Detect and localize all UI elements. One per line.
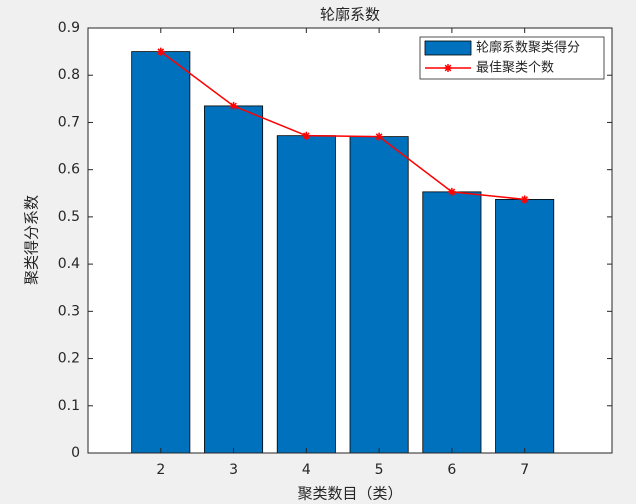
x-tick-label: 3 bbox=[229, 462, 238, 478]
y-tick-label: 0.9 bbox=[58, 20, 80, 36]
line-marker bbox=[302, 131, 311, 140]
marker-stroke bbox=[448, 188, 456, 196]
marker-stroke bbox=[521, 196, 528, 203]
marker-stroke bbox=[444, 64, 452, 72]
legend-label: 轮廓系数聚类得分 bbox=[476, 40, 580, 56]
y-tick-label: 0 bbox=[71, 445, 80, 461]
line-marker bbox=[447, 187, 456, 196]
y-tick-label: 0.6 bbox=[58, 162, 80, 178]
x-tick-label: 7 bbox=[520, 462, 529, 478]
bar bbox=[276, 135, 336, 454]
y-tick-label: 0.5 bbox=[58, 209, 80, 225]
marker-stroke bbox=[375, 133, 383, 140]
x-tick-label: 4 bbox=[302, 462, 311, 478]
chart-title: 轮廓系数 bbox=[320, 6, 380, 24]
marker-stroke bbox=[303, 132, 310, 139]
y-tick-label: 0.2 bbox=[58, 351, 80, 367]
y-tick-label: 0.3 bbox=[58, 303, 80, 319]
legend-marker bbox=[444, 64, 452, 72]
line-marker bbox=[229, 101, 238, 110]
y-tick-label: 0.4 bbox=[58, 256, 80, 272]
marker-stroke bbox=[157, 48, 165, 55]
y-axis-label: 聚类得分系数 bbox=[23, 195, 41, 285]
bar bbox=[422, 191, 482, 454]
bar bbox=[495, 199, 555, 454]
line bbox=[160, 51, 525, 201]
bar bbox=[131, 51, 191, 454]
y-tick-label: 0.8 bbox=[58, 67, 80, 83]
x-tick-label: 6 bbox=[447, 462, 456, 478]
x-tick-label: 2 bbox=[156, 462, 165, 478]
marker-stroke bbox=[230, 102, 237, 110]
line-marker bbox=[520, 195, 529, 204]
x-axis-label: 聚类数目（类） bbox=[297, 485, 402, 503]
axes-box bbox=[87, 27, 613, 454]
bar bbox=[349, 136, 409, 454]
line-marker bbox=[375, 132, 384, 141]
x-tick-label: 5 bbox=[375, 462, 384, 478]
y-tick-label: 0.7 bbox=[58, 114, 80, 130]
legend-label: 最佳聚类个数 bbox=[476, 61, 554, 76]
y-tick-label: 0.1 bbox=[58, 398, 80, 414]
bar bbox=[204, 105, 264, 454]
line-marker bbox=[156, 47, 165, 56]
legend-swatch bbox=[424, 40, 472, 56]
